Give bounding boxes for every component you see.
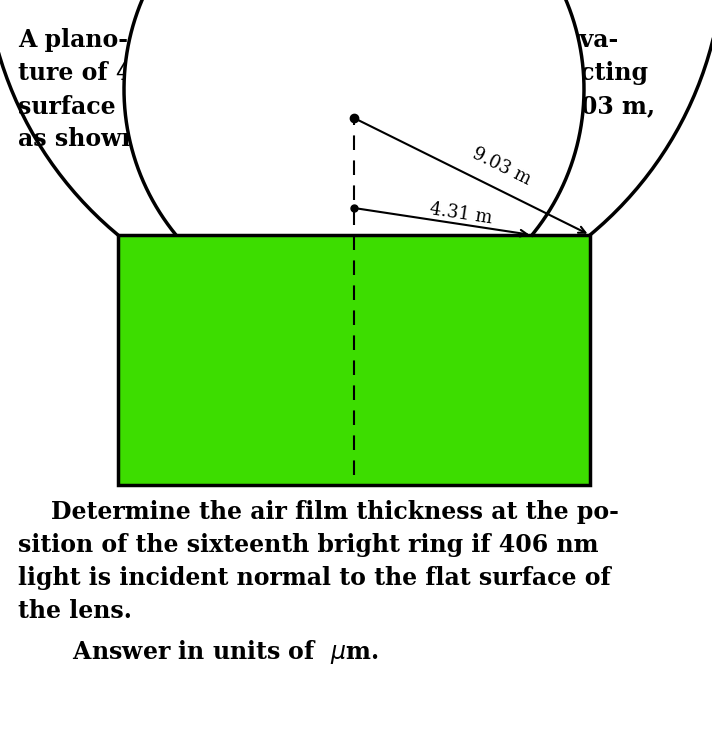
Polygon shape: [124, 0, 584, 235]
Bar: [118, 235, 590, 485]
Text: 4.31 m: 4.31 m: [429, 200, 493, 227]
Polygon shape: [0, 0, 712, 235]
Text: surface  whose  radius  of  curvature  is  9.03 m,: surface whose radius of curvature is 9.0…: [18, 94, 655, 118]
Text: as shown.: as shown.: [18, 127, 147, 151]
Text: Determine the air film thickness at the po-: Determine the air film thickness at the …: [18, 500, 619, 524]
Bar: [118, 235, 590, 485]
Text: the lens.: the lens.: [18, 599, 132, 623]
Text: 9.03 m: 9.03 m: [469, 145, 534, 189]
Text: light is incident normal to the flat surface of: light is incident normal to the flat sur…: [18, 566, 611, 590]
Text: Q12    10.0 points: Q12 10.0 points: [246, 2, 466, 24]
Text: ture of 4.31 m is placed on a concave reflecting: ture of 4.31 m is placed on a concave re…: [18, 61, 648, 85]
Text: sition of the sixteenth bright ring if 406 nm: sition of the sixteenth bright ring if 4…: [18, 533, 599, 557]
Text: A plano-convex lens having a radius of curva-: A plano-convex lens having a radius of c…: [18, 28, 618, 52]
Text: Answer in units of  $\mu$m.: Answer in units of $\mu$m.: [40, 638, 379, 666]
